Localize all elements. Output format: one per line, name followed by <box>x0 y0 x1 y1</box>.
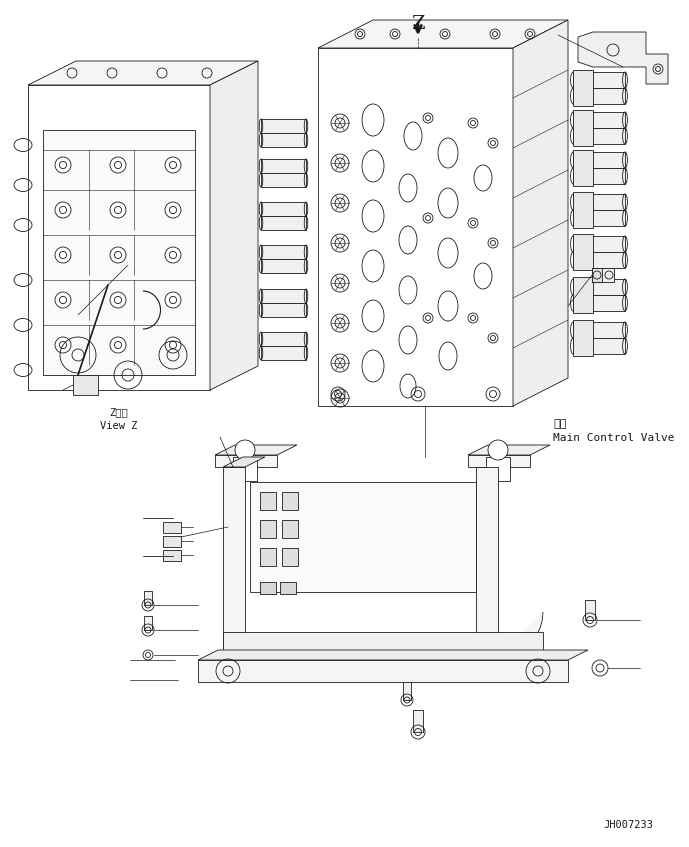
Polygon shape <box>578 32 668 84</box>
Circle shape <box>165 157 181 173</box>
Bar <box>403 682 411 700</box>
Bar <box>73 375 98 395</box>
Circle shape <box>165 247 181 263</box>
Text: Z: Z <box>411 15 424 33</box>
Bar <box>585 600 595 620</box>
Polygon shape <box>198 650 588 660</box>
Bar <box>144 616 152 630</box>
Bar <box>573 210 625 226</box>
Bar <box>573 277 593 313</box>
Bar <box>163 536 181 547</box>
Polygon shape <box>215 445 297 455</box>
Circle shape <box>110 202 126 218</box>
Bar <box>573 322 625 338</box>
Text: 主弁: 主弁 <box>553 419 566 429</box>
Bar <box>261 303 306 317</box>
Bar <box>573 279 625 295</box>
Bar <box>261 346 306 360</box>
Bar <box>223 632 543 660</box>
Bar <box>261 159 306 173</box>
Bar <box>250 482 476 592</box>
Bar <box>198 660 568 682</box>
Circle shape <box>165 202 181 218</box>
Bar <box>261 173 306 187</box>
Bar <box>280 582 296 594</box>
Circle shape <box>55 292 71 308</box>
Bar <box>573 152 625 168</box>
Bar <box>43 130 195 375</box>
Polygon shape <box>468 445 550 455</box>
Bar <box>573 338 625 354</box>
Bar <box>260 520 276 538</box>
Bar <box>215 455 277 467</box>
Circle shape <box>55 157 71 173</box>
Bar <box>282 548 298 566</box>
Polygon shape <box>223 457 265 467</box>
Circle shape <box>165 292 181 308</box>
Circle shape <box>55 247 71 263</box>
Bar <box>261 332 306 346</box>
Bar <box>592 268 602 282</box>
Bar <box>261 216 306 230</box>
Bar <box>260 582 276 594</box>
Circle shape <box>110 337 126 353</box>
Bar <box>573 295 625 311</box>
Bar <box>573 192 593 228</box>
Bar <box>573 150 593 186</box>
Text: View Z: View Z <box>101 421 138 431</box>
Bar <box>260 492 276 510</box>
Circle shape <box>110 292 126 308</box>
Bar <box>233 457 257 481</box>
Bar <box>573 88 625 104</box>
Polygon shape <box>210 61 258 390</box>
Text: Z　視: Z 視 <box>110 407 128 417</box>
Polygon shape <box>513 20 568 406</box>
Bar <box>468 455 530 467</box>
Bar <box>592 268 614 282</box>
Bar <box>573 72 625 88</box>
Bar <box>260 548 276 566</box>
Circle shape <box>55 202 71 218</box>
Bar <box>413 710 423 732</box>
Circle shape <box>488 440 508 460</box>
Bar <box>573 128 625 144</box>
Bar <box>318 48 513 406</box>
Circle shape <box>165 337 181 353</box>
Bar <box>163 550 181 561</box>
Bar <box>28 85 210 390</box>
Bar <box>573 252 625 268</box>
Bar <box>261 289 306 303</box>
Polygon shape <box>318 20 568 48</box>
Circle shape <box>55 337 71 353</box>
Bar <box>261 133 306 147</box>
Circle shape <box>110 157 126 173</box>
Polygon shape <box>498 612 543 657</box>
Bar <box>223 467 245 657</box>
Bar <box>573 234 593 270</box>
Bar <box>261 259 306 273</box>
Text: Main Control Valve: Main Control Valve <box>553 433 675 443</box>
Polygon shape <box>28 61 258 85</box>
Bar <box>476 467 498 657</box>
Bar <box>144 591 152 605</box>
Bar <box>573 112 625 128</box>
Text: JH007233: JH007233 <box>603 820 653 830</box>
Bar <box>573 168 625 184</box>
Bar <box>261 119 306 133</box>
Bar <box>486 457 510 481</box>
Bar <box>573 70 593 106</box>
Bar <box>573 320 593 356</box>
Bar <box>261 202 306 216</box>
Bar <box>573 236 625 252</box>
Bar <box>282 520 298 538</box>
Bar <box>261 245 306 259</box>
Circle shape <box>110 247 126 263</box>
Bar <box>282 492 298 510</box>
Bar <box>573 110 593 146</box>
Bar <box>573 194 625 210</box>
Circle shape <box>235 440 255 460</box>
Bar <box>163 522 181 533</box>
